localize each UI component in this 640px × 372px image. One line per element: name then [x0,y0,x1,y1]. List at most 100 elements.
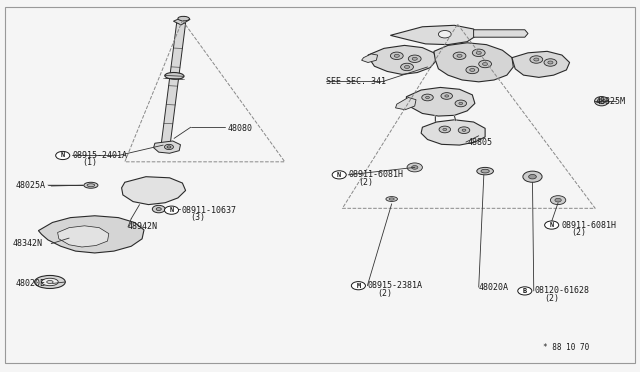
Text: 48080: 48080 [227,124,252,133]
Circle shape [544,59,557,66]
Circle shape [466,66,479,74]
Polygon shape [421,120,485,145]
Text: 48020E: 48020E [16,279,46,288]
Circle shape [443,128,447,131]
Text: N: N [337,172,341,178]
Text: 08911-6081H: 08911-6081H [561,221,616,230]
Text: 08120-61628: 08120-61628 [534,286,589,295]
Circle shape [534,58,539,61]
Circle shape [152,205,165,213]
Circle shape [453,52,466,60]
Polygon shape [434,43,513,82]
Ellipse shape [481,169,490,173]
Polygon shape [390,25,477,45]
Circle shape [483,62,488,65]
Circle shape [408,55,421,62]
Circle shape [555,198,561,202]
Text: (2): (2) [544,294,559,303]
Text: 08911-6081H: 08911-6081H [349,170,404,179]
Circle shape [530,56,543,63]
Circle shape [390,52,403,60]
Circle shape [545,221,559,229]
Text: N: N [61,153,65,158]
Circle shape [394,54,399,57]
Text: (3): (3) [191,213,205,222]
Circle shape [404,65,410,68]
Circle shape [167,146,171,148]
Text: 48020A: 48020A [479,283,509,292]
Circle shape [598,99,605,103]
Polygon shape [161,23,186,149]
Text: 08911-10637: 08911-10637 [181,206,236,215]
Circle shape [401,63,413,71]
Polygon shape [58,226,109,247]
Ellipse shape [165,73,184,79]
Text: B: B [523,288,527,294]
Polygon shape [474,30,528,37]
Circle shape [550,196,566,205]
Circle shape [548,61,553,64]
Circle shape [407,163,422,172]
Text: N: N [550,222,554,228]
Circle shape [332,171,346,179]
Text: 08915-2381A: 08915-2381A [368,281,423,290]
Circle shape [426,96,429,99]
Circle shape [156,208,161,211]
Circle shape [445,95,449,97]
Circle shape [164,206,179,214]
Polygon shape [122,177,186,205]
Polygon shape [368,45,436,74]
Circle shape [439,126,451,133]
Text: 48825M: 48825M [595,97,625,106]
Ellipse shape [389,198,394,200]
Polygon shape [173,16,190,25]
Text: 48805: 48805 [467,138,492,147]
Ellipse shape [595,97,609,106]
Text: 48025A: 48025A [16,182,46,190]
Ellipse shape [87,184,95,187]
Polygon shape [396,97,416,110]
Text: M: M [356,283,360,289]
Ellipse shape [42,278,58,286]
Circle shape [459,102,463,105]
Circle shape [351,282,365,290]
Text: 48342N: 48342N [13,239,43,248]
Circle shape [470,68,475,71]
Text: 08915-2401A: 08915-2401A [72,151,127,160]
Text: (2): (2) [378,289,392,298]
Polygon shape [362,54,378,62]
Ellipse shape [84,182,98,188]
Ellipse shape [35,275,65,289]
Polygon shape [154,141,180,153]
Ellipse shape [386,196,397,201]
Circle shape [438,31,451,38]
Text: 48942N: 48942N [128,222,158,231]
Ellipse shape [477,167,493,175]
Ellipse shape [178,16,189,21]
Circle shape [412,166,418,169]
Circle shape [523,171,542,182]
Ellipse shape [47,280,53,283]
Circle shape [529,174,536,179]
Polygon shape [512,51,570,77]
Circle shape [164,144,173,150]
Text: SEE SEC. 341: SEE SEC. 341 [326,77,387,86]
Text: N: N [170,207,173,213]
Text: (2): (2) [358,178,373,187]
Text: (2): (2) [571,228,586,237]
Polygon shape [38,216,144,253]
Circle shape [455,100,467,107]
Circle shape [476,51,481,54]
Circle shape [412,57,417,60]
Circle shape [518,287,532,295]
Circle shape [462,129,466,131]
Circle shape [458,127,470,134]
Circle shape [479,60,492,68]
Text: * 88 10 70: * 88 10 70 [543,343,589,352]
Text: (1): (1) [82,158,97,167]
Circle shape [441,93,452,99]
Polygon shape [406,87,475,116]
Circle shape [56,151,70,160]
Circle shape [457,54,462,57]
Circle shape [422,94,433,101]
